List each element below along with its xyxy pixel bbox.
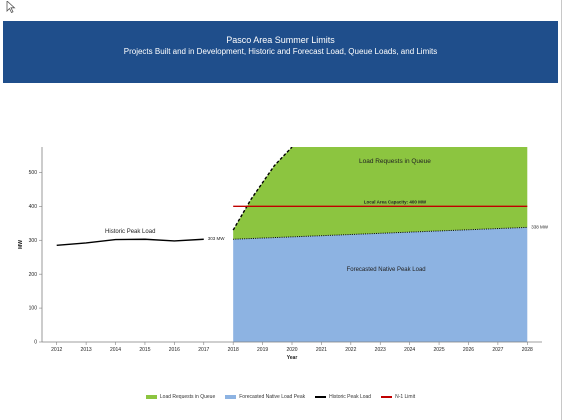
x-axis-title: Year xyxy=(287,355,298,361)
legend-swatch-queue xyxy=(145,395,157,399)
page-title: Pasco Area Summer Limits xyxy=(226,35,335,45)
x-tick-label: 2020 xyxy=(286,347,297,353)
historic-label: Historic Peak Load xyxy=(105,229,155,235)
x-tick-label: 2025 xyxy=(433,347,444,353)
x-tick-label: 2018 xyxy=(228,347,239,353)
x-tick-label: 2021 xyxy=(316,347,327,353)
mouse-pointer-icon xyxy=(6,1,16,13)
y-tick-label: 100 xyxy=(29,306,38,312)
y-tick-label: 0 xyxy=(34,340,37,346)
legend-item-historic: Historic Peak Load xyxy=(315,394,371,400)
y-tick-label: 500 xyxy=(29,170,38,176)
y-tick-label: 300 xyxy=(29,238,38,244)
queue-edge-line xyxy=(232,147,293,231)
chart-legend: Load Requests in Queue Forecasted Native… xyxy=(0,391,561,403)
x-tick-label: 2015 xyxy=(139,347,150,353)
legend-label-forecast: Forecasted Native Load Peak xyxy=(239,394,306,400)
y-tick-label: 400 xyxy=(29,204,38,210)
legend-item-queue: Load Requests in Queue xyxy=(145,394,216,400)
end-value-label: 338 MW xyxy=(531,224,549,229)
y-tick-label: 200 xyxy=(29,272,38,278)
limit-label: Local Area Capacity: 400 MW xyxy=(364,200,427,205)
forecast-area xyxy=(233,227,528,342)
x-tick-label: 2023 xyxy=(375,347,386,353)
x-tick-label: 2019 xyxy=(257,347,268,353)
queue-label: Load Requests in Queue xyxy=(359,158,431,165)
start-value-label: 303 MW xyxy=(208,236,226,241)
x-tick-label: 2028 xyxy=(522,347,533,353)
x-tick-label: 2016 xyxy=(169,347,180,353)
x-tick-label: 2024 xyxy=(404,347,415,353)
historic-line xyxy=(56,238,204,247)
legend-swatch-limit xyxy=(381,396,393,398)
legend-swatch-forecast xyxy=(225,395,237,399)
x-tick-label: 2022 xyxy=(345,347,356,353)
legend-label-historic: Historic Peak Load xyxy=(329,394,372,400)
forecast-label: Forecasted Native Peak Load xyxy=(347,267,426,273)
y-axis-title: MW xyxy=(18,240,24,249)
legend-label-queue: Load Requests in Queue xyxy=(159,394,216,400)
load-chart: 0 100 200 300 400 500 2012 2013 2014 2015 2016 2017… xyxy=(18,147,549,361)
forecast-line xyxy=(233,226,528,240)
x-tick-label: 2013 xyxy=(81,347,92,353)
queue-area xyxy=(233,147,528,240)
page-subtitle: Projects Built and in Development, Histo… xyxy=(123,47,438,56)
legend-item-limit: N-1 Limit xyxy=(381,394,415,400)
legend-item-forecast: Forecasted Native Load Peak xyxy=(225,394,305,400)
legend-swatch-historic xyxy=(315,396,327,398)
x-tick-label: 2027 xyxy=(492,347,503,353)
x-tick-label: 2026 xyxy=(463,347,474,353)
x-tick-label: 2017 xyxy=(198,347,209,353)
title-banner: Pasco Area Summer Limits Projects Built … xyxy=(3,21,558,83)
legend-label-limit: N-1 Limit xyxy=(395,394,416,400)
slide-edge xyxy=(561,0,562,420)
x-tick-label: 2012 xyxy=(51,347,62,353)
x-tick-label: 2014 xyxy=(110,347,121,353)
